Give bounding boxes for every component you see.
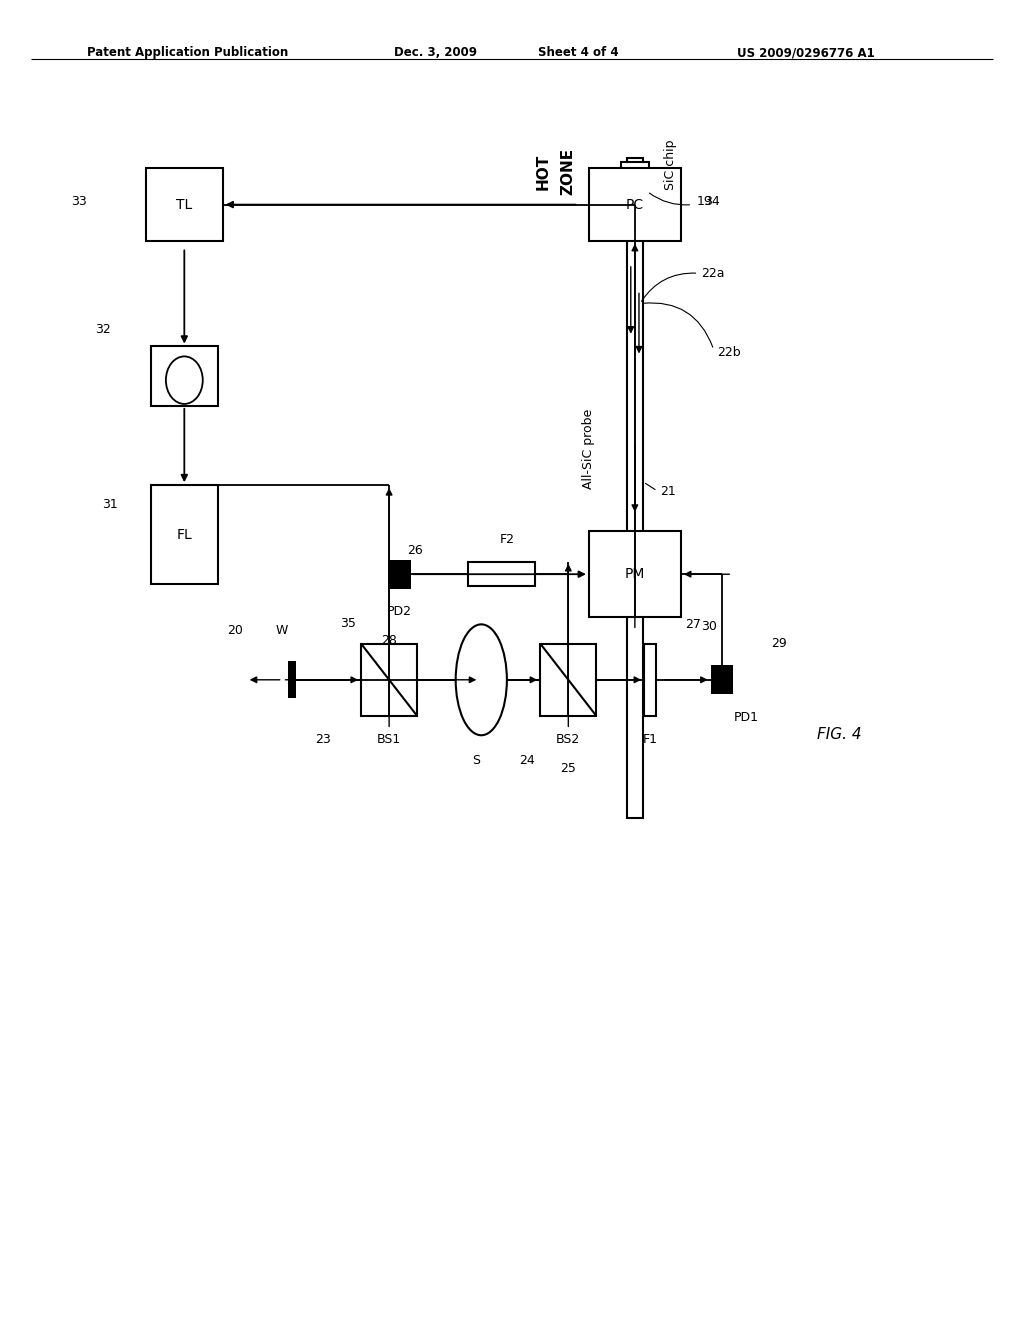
Text: PC: PC xyxy=(626,198,644,211)
Text: Dec. 3, 2009: Dec. 3, 2009 xyxy=(394,46,477,59)
Text: 29: 29 xyxy=(771,636,786,649)
Text: 34: 34 xyxy=(703,194,720,207)
Text: 25: 25 xyxy=(560,762,577,775)
Bar xyxy=(152,346,217,407)
Bar xyxy=(589,532,681,618)
Text: 27: 27 xyxy=(685,618,701,631)
Text: SMF: SMF xyxy=(171,370,198,383)
Text: 33: 33 xyxy=(72,194,87,207)
Text: 30: 30 xyxy=(701,620,718,634)
Text: F2: F2 xyxy=(500,532,514,545)
Text: US 2009/0296776 A1: US 2009/0296776 A1 xyxy=(737,46,876,59)
Text: HOT: HOT xyxy=(536,153,550,190)
Text: 21: 21 xyxy=(660,484,676,498)
Text: BS1: BS1 xyxy=(377,733,401,746)
Text: W: W xyxy=(275,623,288,636)
Bar xyxy=(621,161,649,220)
Text: S: S xyxy=(472,754,480,767)
Text: 26: 26 xyxy=(407,544,423,557)
Text: 23: 23 xyxy=(314,733,331,746)
Text: Patent Application Publication: Patent Application Publication xyxy=(87,46,289,59)
Bar xyxy=(626,180,644,203)
Text: SiC chip: SiC chip xyxy=(665,140,677,190)
Bar xyxy=(644,644,656,715)
Bar xyxy=(541,644,597,715)
Text: All-SiC probe: All-SiC probe xyxy=(583,409,595,488)
Text: PM: PM xyxy=(625,568,645,581)
Text: 20: 20 xyxy=(227,623,244,636)
Text: F1: F1 xyxy=(643,733,657,746)
Bar xyxy=(627,158,643,818)
Text: FL: FL xyxy=(176,528,193,541)
Bar xyxy=(589,168,681,242)
Text: FIG. 4: FIG. 4 xyxy=(817,727,862,742)
Text: BS2: BS2 xyxy=(556,733,581,746)
Text: TL: TL xyxy=(176,198,193,211)
Text: PD2: PD2 xyxy=(387,605,412,618)
Text: 22a: 22a xyxy=(701,267,725,280)
Text: 19: 19 xyxy=(696,194,712,207)
Text: 22b: 22b xyxy=(717,346,740,359)
Text: Sheet 4 of 4: Sheet 4 of 4 xyxy=(538,46,618,59)
Bar xyxy=(711,665,733,694)
Text: 35: 35 xyxy=(340,616,356,630)
Text: 28: 28 xyxy=(381,634,397,647)
Text: 24: 24 xyxy=(519,754,536,767)
Bar xyxy=(152,486,217,583)
Bar xyxy=(145,168,222,242)
Circle shape xyxy=(166,356,203,404)
Bar xyxy=(469,562,535,586)
Text: 32: 32 xyxy=(94,323,111,337)
Bar xyxy=(288,661,296,698)
Text: ZONE: ZONE xyxy=(561,148,575,195)
Ellipse shape xyxy=(456,624,507,735)
Text: PD1: PD1 xyxy=(734,710,759,723)
Bar xyxy=(388,560,411,589)
Bar xyxy=(360,644,418,715)
Text: 31: 31 xyxy=(102,498,118,511)
